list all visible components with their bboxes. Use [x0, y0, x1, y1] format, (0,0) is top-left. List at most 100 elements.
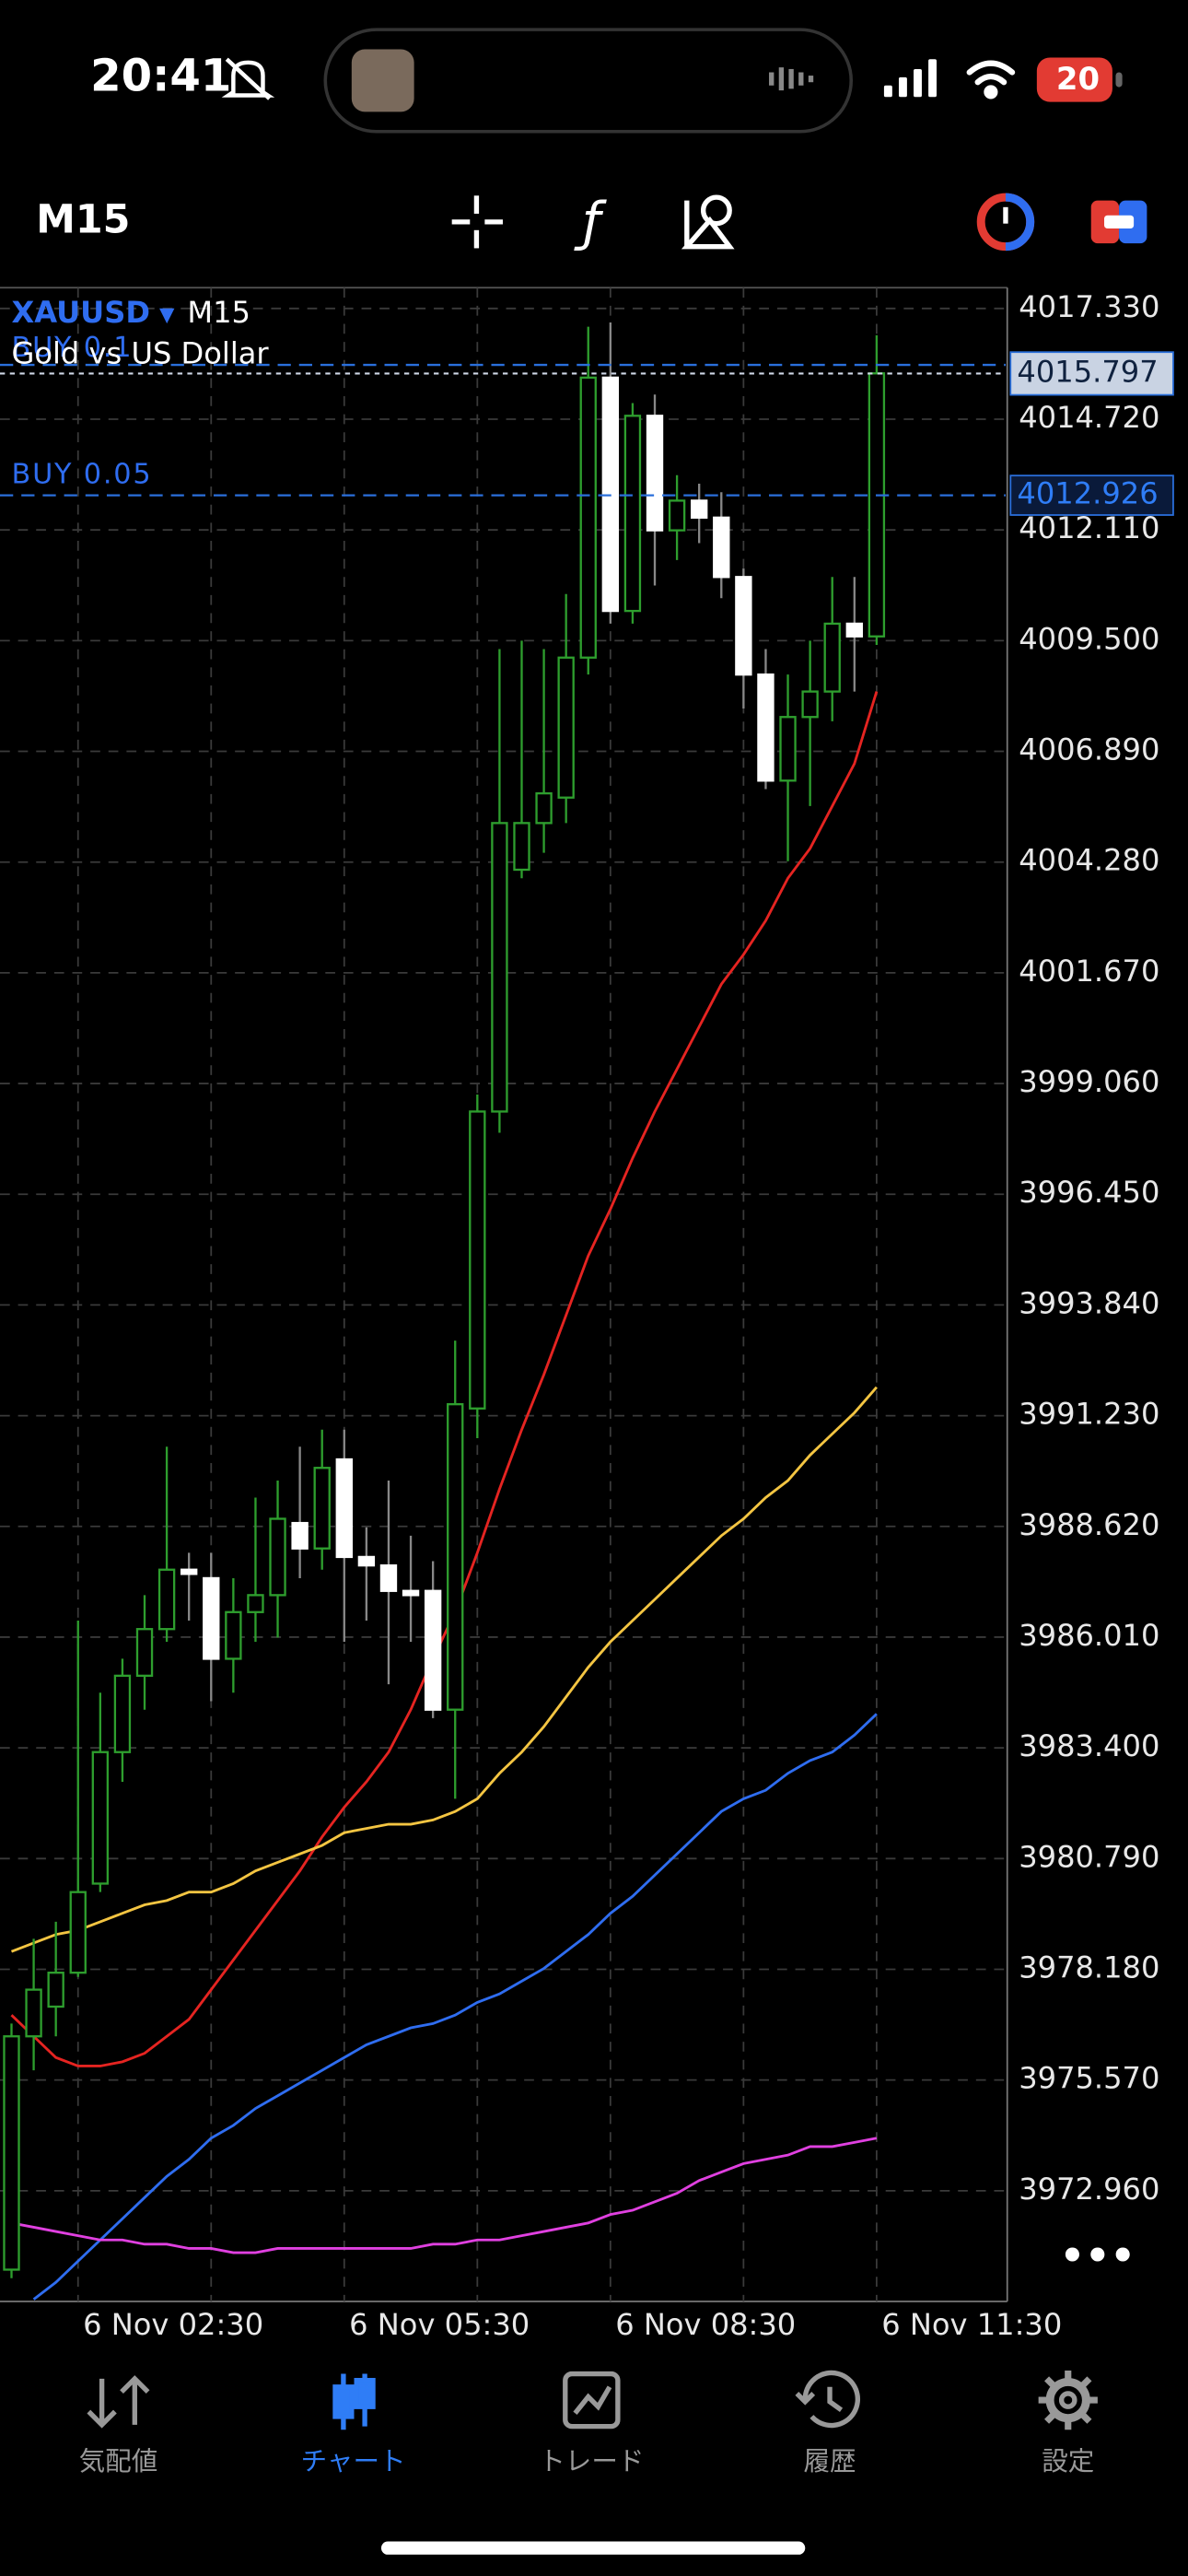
- symbol-dropdown: ▼: [159, 304, 175, 327]
- symbol: XAUUSD: [11, 295, 150, 330]
- chart-timeframe: M15: [187, 295, 250, 330]
- candle: [623, 403, 642, 624]
- history-tab-icon[interactable]: [795, 2370, 860, 2429]
- candle-body: [357, 1555, 376, 1567]
- candle-body: [135, 1628, 154, 1678]
- signal-icon: [883, 59, 938, 98]
- tab-label[interactable]: 設定: [1042, 2446, 1094, 2476]
- candle-body: [801, 690, 819, 719]
- candle-body: [713, 516, 730, 579]
- candle: [779, 674, 797, 861]
- candle: [868, 334, 886, 645]
- quotes-icon[interactable]: [87, 2375, 150, 2429]
- candle-body: [47, 1972, 64, 2008]
- candle: [269, 1481, 286, 1638]
- timeframe-button[interactable]: M15: [36, 196, 130, 242]
- y-tick-label: 3986.010: [1019, 1618, 1159, 1653]
- candle: [535, 649, 553, 853]
- trade-tab-icon[interactable]: [563, 2371, 621, 2430]
- candle-body: [779, 716, 797, 782]
- battery-level: 20: [1056, 61, 1100, 97]
- crosshair-button[interactable]: [451, 195, 503, 249]
- candle: [579, 326, 597, 675]
- candle: [646, 394, 664, 586]
- candle-body: [757, 673, 775, 782]
- candle-body: [203, 1576, 220, 1660]
- candle-body: [25, 1988, 42, 2038]
- avatar: [351, 49, 414, 112]
- order-price: 4012.926: [1017, 476, 1158, 511]
- battery: [1036, 57, 1112, 102]
- symbol-description: Gold vs US Dollar: [11, 335, 269, 370]
- candle-body: [646, 415, 664, 532]
- candle: [135, 1595, 154, 1710]
- candle: [335, 1429, 353, 1643]
- order-label: BUY 0.05: [11, 459, 152, 491]
- moving-average: [10, 691, 879, 2067]
- candle-body: [269, 1517, 286, 1597]
- candle-body: [691, 499, 708, 519]
- dynamic-island: [323, 28, 854, 134]
- mute-icon: [221, 57, 275, 100]
- y-tick-label: 3972.960: [1019, 2172, 1159, 2207]
- candle-body: [845, 622, 863, 638]
- candle-body: [113, 1674, 132, 1753]
- order-label: BUY 0.1: [11, 332, 133, 364]
- x-tick-label: 6 Nov 02:30: [83, 2307, 263, 2342]
- candle-body: [291, 1521, 309, 1550]
- candle: [402, 1535, 420, 1643]
- candle-body: [513, 822, 530, 872]
- candle-body: [379, 1563, 398, 1592]
- candle-body: [823, 622, 841, 693]
- audio-wave: [769, 67, 814, 91]
- y-tick-label: 3975.570: [1019, 2061, 1159, 2096]
- objects-button[interactable]: [681, 194, 735, 250]
- wifi-icon: [966, 60, 1016, 100]
- x-tick-label: 6 Nov 08:30: [615, 2307, 796, 2342]
- candle-body: [225, 1610, 242, 1660]
- candle: [313, 1429, 331, 1570]
- candle-body: [402, 1589, 420, 1597]
- y-tick-label: 3988.620: [1019, 1507, 1159, 1542]
- candle-body: [535, 791, 553, 825]
- y-tick-label: 4009.500: [1019, 621, 1159, 656]
- tab-label[interactable]: チャート: [301, 2446, 406, 2476]
- candle: [291, 1446, 309, 1578]
- candle-body: [313, 1467, 331, 1550]
- candle-body: [335, 1458, 353, 1559]
- candle-body: [623, 415, 642, 613]
- x-tick-label: 6 Nov 11:30: [881, 2307, 1062, 2342]
- tab-label[interactable]: 履歴: [803, 2446, 856, 2476]
- candle: [91, 1692, 110, 1892]
- y-tick-label: 4012.110: [1019, 510, 1159, 545]
- y-tick-label: 3991.230: [1019, 1397, 1159, 1432]
- y-tick-label: 3993.840: [1019, 1285, 1159, 1320]
- settings-tab-icon[interactable]: [1038, 2370, 1098, 2430]
- bid-price: 4015.797: [1017, 354, 1158, 389]
- chart-tab-icon[interactable]: [332, 2373, 376, 2430]
- candle: [25, 1938, 42, 2071]
- y-tick-label: 3999.060: [1019, 1064, 1159, 1099]
- y-tick-label: 3996.450: [1019, 1175, 1159, 1210]
- more-button[interactable]: •••: [1060, 2233, 1136, 2279]
- candle: [203, 1552, 220, 1702]
- tab-label[interactable]: トレード: [539, 2446, 644, 2476]
- one-click-button[interactable]: [976, 193, 1035, 252]
- candle-body: [447, 1403, 464, 1711]
- candle: [668, 474, 686, 560]
- candle-body: [735, 576, 752, 676]
- candle: [357, 1527, 376, 1621]
- tab-label[interactable]: 気配値: [79, 2446, 158, 2476]
- candle: [757, 649, 775, 790]
- candle: [691, 483, 708, 544]
- candle-body: [69, 1891, 87, 1974]
- battery-cap: [1115, 72, 1123, 88]
- trade-button[interactable]: [1090, 200, 1147, 244]
- y-tick-label: 3978.180: [1019, 1950, 1159, 1985]
- chart: [0, 287, 1008, 2302]
- home-indicator: [380, 2541, 806, 2555]
- candle: [47, 1921, 64, 2037]
- candle-body: [424, 1589, 442, 1711]
